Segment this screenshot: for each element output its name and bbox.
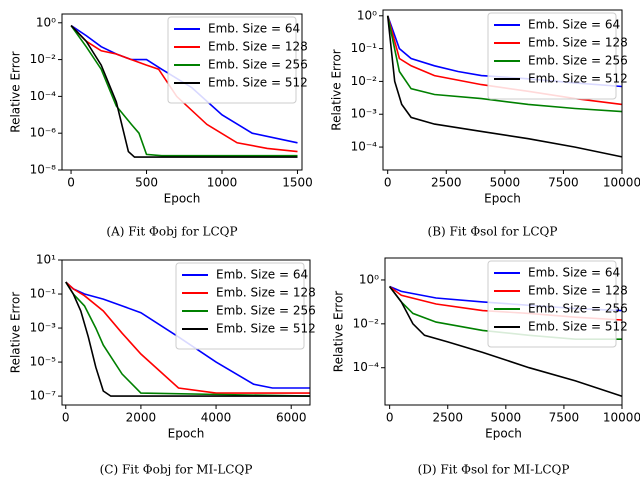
axes-frame	[61, 13, 303, 171]
y-tick-label: 10⁻¹	[351, 41, 378, 55]
x-tick-label: 0	[62, 411, 70, 425]
caption: (A) Fit Φobj for LCQP	[106, 225, 237, 239]
legend-label: Emb. Size = 256	[528, 302, 628, 316]
axes-frame	[384, 257, 623, 406]
legend-box	[167, 16, 297, 104]
y-tick-label: 10⁻¹	[30, 287, 57, 301]
legend-label: Emb. Size = 64	[208, 22, 300, 36]
series-line	[65, 281, 310, 394]
series-line	[386, 15, 623, 158]
x-tick-label: 2500	[432, 411, 463, 425]
x-tick-label: 10000	[603, 176, 640, 190]
x-axis-label: Epoch	[484, 192, 521, 206]
series-line	[388, 286, 623, 398]
x-tick-label: 6000	[276, 411, 307, 425]
y-tick-label: 10⁰	[36, 15, 56, 29]
y-tick-label: 10⁻⁸	[30, 163, 57, 177]
legend-label: Emb. Size = 512	[208, 76, 308, 90]
series-line	[65, 281, 311, 397]
y-tick-label: 10⁻³	[30, 321, 57, 335]
x-axis-label: Epoch	[168, 427, 205, 441]
legend-label: Emb. Size = 64	[528, 266, 620, 280]
x-tick-label: 4000	[201, 411, 232, 425]
legend-label: Emb. Size = 128	[208, 40, 308, 54]
y-tick-label: 10⁻⁴	[30, 89, 57, 103]
series-line	[65, 281, 310, 397]
y-axis-label: Relative Error	[9, 51, 23, 133]
y-tick-label: 10⁻²	[351, 74, 378, 88]
axes-frame	[61, 259, 311, 406]
series-line	[65, 281, 310, 389]
x-tick-label: 1000	[207, 176, 238, 190]
x-tick-label: 2000	[126, 411, 157, 425]
y-axis-label: Relative Error	[9, 292, 23, 374]
legend-label: Emb. Size = 128	[528, 36, 628, 50]
legend-label: Emb. Size = 512	[528, 72, 628, 86]
y-axis-label: Relative Error	[330, 49, 344, 131]
y-axis-label: Relative Error	[332, 291, 346, 373]
caption: (B) Fit Φsol for LCQP	[428, 225, 558, 239]
x-tick-label: 0	[386, 411, 394, 425]
legend-label: Emb. Size = 512	[216, 322, 316, 336]
y-tick-label: 10⁻⁴	[351, 140, 378, 154]
axes-frame	[382, 9, 623, 171]
y-tick-label: 10⁻³	[351, 107, 378, 121]
legend-label: Emb. Size = 512	[528, 320, 628, 334]
x-tick-label: 0	[67, 176, 75, 190]
legend-label: Emb. Size = 64	[528, 18, 620, 32]
x-tick-label: 500	[135, 176, 158, 190]
y-tick-label: 10⁻²	[353, 316, 380, 330]
legend-label: Emb. Size = 64	[216, 268, 308, 282]
x-tick-label: 5000	[491, 411, 522, 425]
x-tick-label: 0	[384, 176, 392, 190]
x-tick-label: 1500	[282, 176, 313, 190]
x-tick-label: 5000	[490, 176, 521, 190]
y-tick-label: 10⁻⁶	[30, 126, 57, 140]
legend-label: Emb. Size = 128	[216, 286, 316, 300]
x-tick-label: 7500	[548, 176, 579, 190]
y-tick-label: 10⁰	[359, 272, 379, 286]
y-tick-label: 10¹	[36, 253, 56, 267]
legend-label: Emb. Size = 256	[528, 54, 628, 68]
legend-box	[175, 262, 305, 350]
y-tick-label: 10⁻⁴	[353, 360, 380, 374]
series-line	[70, 24, 298, 144]
legend-box	[487, 12, 617, 100]
y-tick-label: 10⁻⁵	[30, 355, 57, 369]
x-tick-label: 10000	[603, 411, 640, 425]
series-line	[70, 25, 298, 157]
y-tick-label: 10⁻²	[30, 52, 57, 66]
legend-label: Emb. Size = 128	[528, 284, 628, 298]
caption: (D) Fit Φsol for MI-LCQP	[418, 463, 570, 477]
x-tick-label: 7500	[549, 411, 580, 425]
x-axis-label: Epoch	[164, 192, 201, 206]
series-line	[70, 25, 298, 153]
y-tick-label: 10⁻⁷	[30, 389, 57, 403]
caption: (C) Fit Φobj for MI-LCQP	[100, 463, 253, 477]
legend-label: Emb. Size = 256	[208, 58, 308, 72]
legend-label: Emb. Size = 256	[216, 304, 316, 318]
x-axis-label: Epoch	[485, 427, 522, 441]
x-tick-label: 2500	[431, 176, 462, 190]
series-line	[386, 15, 623, 113]
series-line	[70, 25, 298, 158]
y-tick-label: 10⁰	[357, 8, 377, 22]
legend-box	[487, 260, 617, 348]
